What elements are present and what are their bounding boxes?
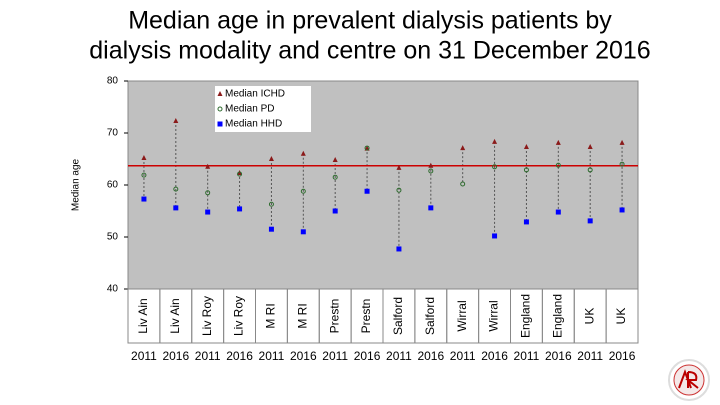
data-point bbox=[555, 139, 561, 145]
x-sublabel: 2016 bbox=[290, 349, 317, 363]
data-point bbox=[173, 205, 179, 211]
legend-marker bbox=[217, 91, 223, 96]
x-tick-label: Prestn bbox=[359, 299, 373, 334]
data-point bbox=[205, 190, 211, 196]
data-point bbox=[300, 188, 306, 194]
data-point bbox=[587, 167, 593, 173]
data-point bbox=[619, 207, 625, 213]
x-sublabel: 2016 bbox=[226, 349, 253, 363]
x-tick-label: England bbox=[550, 294, 564, 338]
x-tick-label: M RI bbox=[264, 303, 278, 328]
data-point bbox=[428, 162, 434, 168]
data-point bbox=[587, 144, 593, 150]
x-sublabel: 2016 bbox=[609, 349, 636, 363]
x-tick-label: Wirral bbox=[455, 300, 469, 331]
x-sublabel: 2011 bbox=[514, 349, 540, 363]
data-point bbox=[523, 144, 529, 150]
data-point bbox=[141, 196, 147, 202]
x-sublabel: 2011 bbox=[450, 349, 476, 363]
data-point bbox=[396, 164, 402, 170]
data-point bbox=[205, 163, 211, 169]
chart-title: dialysis modality and centre on 31 Decem… bbox=[89, 37, 650, 65]
logo bbox=[668, 359, 710, 401]
legend-label: Median PD bbox=[225, 104, 274, 115]
y-tick-label: 60 bbox=[107, 180, 119, 191]
data-point bbox=[205, 209, 211, 215]
x-tick-label: Prestn bbox=[327, 299, 341, 334]
y-tick-label: 50 bbox=[107, 232, 119, 243]
data-point bbox=[523, 167, 529, 173]
chart-title: Median age in prevalent dialysis patient… bbox=[128, 7, 612, 35]
y-axis-label: Median age bbox=[71, 158, 82, 211]
data-point bbox=[555, 209, 561, 215]
legend-label: Median HHD bbox=[225, 119, 282, 130]
data-point bbox=[364, 188, 370, 194]
data-point bbox=[268, 156, 274, 161]
x-sublabel: 2011 bbox=[322, 349, 348, 363]
data-point bbox=[460, 181, 466, 187]
y-tick-label: 70 bbox=[107, 128, 119, 139]
data-point bbox=[332, 208, 338, 214]
x-tick-label: Liv Ain bbox=[168, 298, 182, 333]
data-point bbox=[173, 118, 179, 124]
data-point bbox=[492, 164, 498, 170]
y-tick-label: 80 bbox=[107, 76, 119, 87]
legend-label: Median ICHD bbox=[225, 89, 285, 100]
data-point bbox=[428, 168, 434, 174]
plot-area bbox=[127, 80, 639, 290]
data-point bbox=[332, 174, 338, 180]
x-tick-label: Liv Ain bbox=[136, 298, 150, 333]
data-point bbox=[300, 150, 306, 156]
x-sublabel: 2016 bbox=[354, 349, 381, 363]
data-point bbox=[460, 145, 466, 151]
legend-marker bbox=[217, 121, 223, 127]
data-point bbox=[523, 219, 529, 225]
data-point bbox=[619, 139, 625, 145]
x-tick-label: Wirral bbox=[487, 300, 501, 331]
data-point bbox=[141, 154, 147, 160]
data-point bbox=[237, 171, 243, 177]
data-point bbox=[492, 138, 498, 144]
legend-marker bbox=[217, 106, 223, 112]
data-point bbox=[364, 145, 370, 151]
data-point bbox=[268, 201, 274, 207]
category-cell bbox=[605, 288, 639, 344]
data-point bbox=[300, 229, 306, 235]
x-tick-label: Salford bbox=[391, 297, 405, 335]
data-point bbox=[587, 218, 593, 224]
data-point bbox=[268, 226, 274, 232]
x-tick-label: Liv Roy bbox=[200, 296, 214, 336]
x-tick-label: England bbox=[519, 294, 533, 338]
x-sublabel: 2016 bbox=[481, 349, 508, 363]
x-tick-label: M RI bbox=[295, 303, 309, 328]
x-sublabel: 2016 bbox=[417, 349, 444, 363]
data-point bbox=[555, 162, 561, 168]
data-point bbox=[396, 187, 402, 193]
data-point bbox=[396, 246, 402, 252]
legend bbox=[215, 86, 311, 132]
data-point bbox=[237, 206, 243, 212]
x-tick-label: UK bbox=[582, 308, 596, 325]
y-tick-label: 40 bbox=[107, 284, 119, 295]
x-tick-label: Liv Roy bbox=[232, 296, 246, 336]
data-point bbox=[428, 205, 434, 211]
x-tick-label: UK bbox=[614, 308, 628, 325]
data-point bbox=[141, 172, 147, 178]
x-sublabel: 2016 bbox=[162, 349, 189, 363]
data-point bbox=[332, 157, 338, 163]
x-sublabel: 2016 bbox=[545, 349, 572, 363]
data-point bbox=[619, 161, 625, 167]
data-point bbox=[492, 233, 498, 239]
x-sublabel: 2011 bbox=[386, 349, 412, 363]
x-sublabel: 2011 bbox=[577, 349, 603, 363]
x-sublabel: 2011 bbox=[259, 349, 285, 363]
data-point bbox=[173, 186, 179, 192]
x-sublabel: 2011 bbox=[131, 349, 157, 363]
x-sublabel: 2011 bbox=[195, 349, 221, 363]
x-tick-label: Salford bbox=[423, 297, 437, 335]
